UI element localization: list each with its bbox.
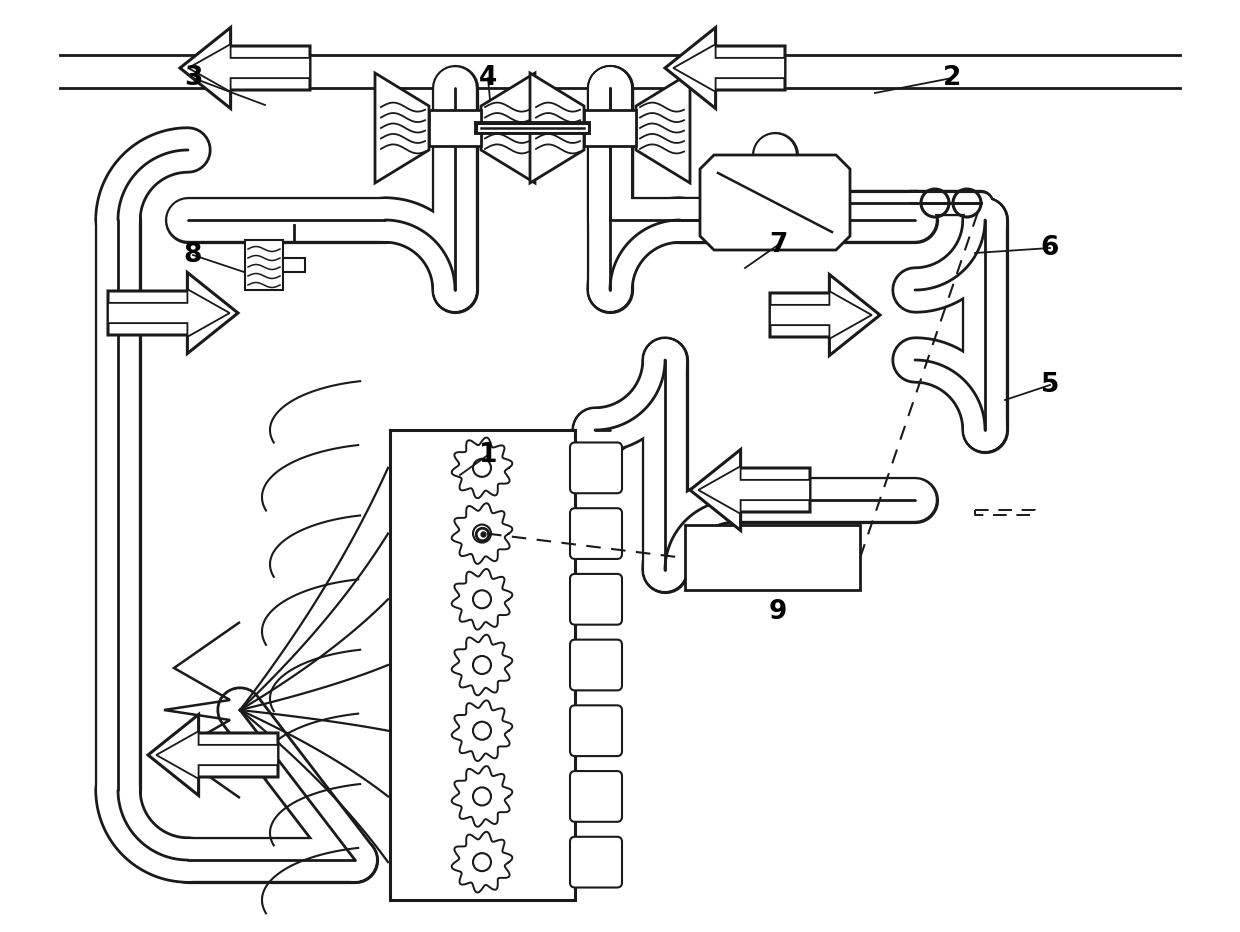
- Text: 5: 5: [1040, 372, 1059, 398]
- Bar: [684, 525, 861, 590]
- Text: 9: 9: [769, 599, 787, 625]
- Polygon shape: [701, 155, 849, 250]
- Polygon shape: [451, 437, 512, 499]
- Polygon shape: [429, 110, 481, 146]
- Polygon shape: [451, 569, 512, 630]
- FancyBboxPatch shape: [570, 639, 622, 691]
- Text: 1: 1: [479, 442, 497, 468]
- Polygon shape: [770, 291, 872, 339]
- Polygon shape: [188, 44, 310, 92]
- Polygon shape: [451, 766, 512, 827]
- Polygon shape: [770, 275, 880, 355]
- Polygon shape: [689, 449, 810, 530]
- Polygon shape: [698, 466, 810, 514]
- Polygon shape: [665, 28, 785, 108]
- FancyBboxPatch shape: [570, 508, 622, 559]
- Polygon shape: [529, 73, 584, 183]
- Text: 4: 4: [479, 65, 497, 91]
- Polygon shape: [108, 272, 238, 353]
- Polygon shape: [673, 44, 785, 92]
- Polygon shape: [451, 635, 512, 695]
- Bar: [283, 258, 305, 272]
- FancyBboxPatch shape: [570, 837, 622, 887]
- Polygon shape: [451, 503, 512, 564]
- Bar: [246, 240, 283, 290]
- Text: 6: 6: [1040, 235, 1059, 261]
- FancyBboxPatch shape: [570, 771, 622, 822]
- Text: 7: 7: [769, 232, 787, 258]
- Polygon shape: [584, 110, 636, 146]
- Bar: [391, 430, 575, 900]
- Polygon shape: [156, 731, 278, 779]
- Polygon shape: [636, 73, 689, 183]
- Polygon shape: [148, 715, 278, 796]
- Text: 8: 8: [184, 242, 202, 268]
- Polygon shape: [180, 28, 310, 108]
- Text: 3: 3: [184, 65, 202, 91]
- Polygon shape: [451, 832, 512, 893]
- Polygon shape: [108, 289, 229, 336]
- FancyBboxPatch shape: [570, 574, 622, 624]
- Polygon shape: [451, 701, 512, 761]
- FancyBboxPatch shape: [570, 443, 622, 493]
- Polygon shape: [481, 73, 534, 183]
- FancyBboxPatch shape: [570, 706, 622, 756]
- Text: 2: 2: [942, 65, 961, 91]
- Polygon shape: [374, 73, 429, 183]
